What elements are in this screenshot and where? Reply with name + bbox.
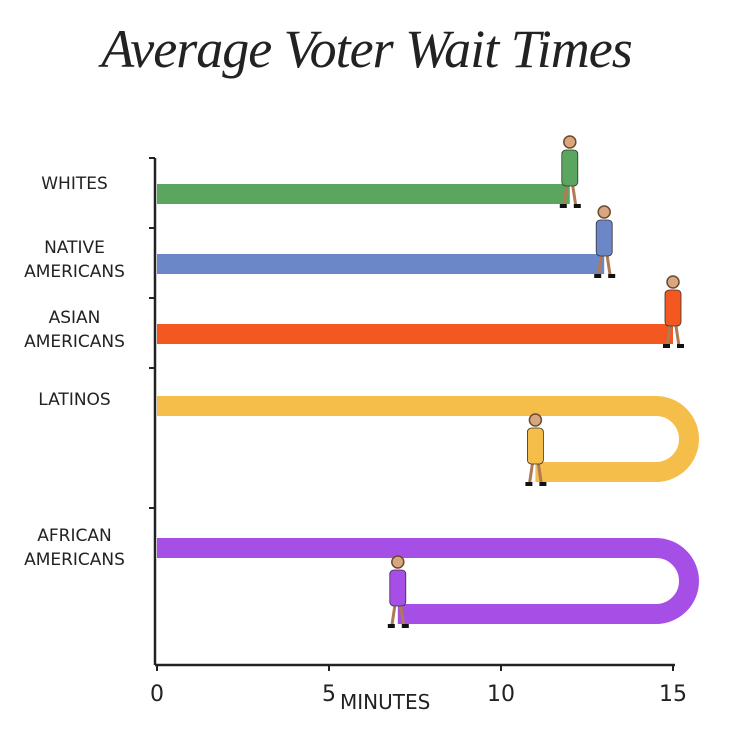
- figure-dress: [389, 569, 407, 607]
- x-tick-label: 15: [659, 682, 687, 707]
- figure-shoe: [573, 204, 581, 208]
- figure-shoe: [401, 624, 409, 628]
- figure-head: [528, 413, 543, 427]
- figure: [387, 555, 409, 628]
- category-label: LATINOS: [38, 390, 111, 410]
- figure-dress: [664, 289, 682, 327]
- figure-dress: [561, 149, 579, 187]
- figure-leg: [674, 325, 681, 347]
- figure-shoe: [677, 344, 684, 348]
- figure-leg: [390, 605, 397, 627]
- bar: [157, 538, 699, 624]
- figure-shoe: [559, 204, 567, 208]
- figure-shoe: [387, 624, 395, 628]
- figure: [525, 413, 547, 486]
- figure: [663, 275, 684, 348]
- figure-shoe: [663, 344, 670, 348]
- category-label: AFRICAN AMERICANS: [24, 526, 125, 570]
- category-label: WHITES: [41, 174, 108, 194]
- y-axis-ticks: [149, 157, 155, 509]
- figure-leg: [605, 255, 612, 277]
- figure-head: [563, 135, 577, 149]
- figure-shoe: [594, 274, 602, 278]
- figure-dress: [527, 427, 544, 465]
- figure-leg: [665, 325, 672, 347]
- figure-head: [391, 555, 405, 569]
- x-axis-label: MINUTES: [340, 690, 431, 714]
- figure: [559, 135, 581, 208]
- figure-leg: [527, 463, 534, 485]
- x-tick-label: 5: [322, 682, 336, 707]
- bar: [157, 396, 699, 482]
- figure-head: [666, 275, 680, 289]
- x-tick-label: 10: [487, 682, 515, 707]
- figure-head: [597, 205, 611, 219]
- figure-leg: [596, 255, 603, 277]
- figure-leg: [536, 463, 543, 485]
- category-label: NATIVE AMERICANS: [24, 238, 125, 282]
- figure-leg: [571, 185, 578, 207]
- chart-title: Average Voter Wait Times: [101, 19, 632, 79]
- figure: [594, 205, 616, 278]
- figure-shoe: [525, 482, 533, 486]
- figure-leg: [562, 185, 569, 207]
- figure-leg: [399, 605, 406, 627]
- figure-dress: [595, 219, 613, 257]
- x-tick-label: 0: [150, 682, 164, 707]
- category-label: ASIAN AMERICANS: [24, 308, 125, 352]
- figure-shoe: [539, 482, 547, 486]
- figure-shoe: [608, 274, 616, 278]
